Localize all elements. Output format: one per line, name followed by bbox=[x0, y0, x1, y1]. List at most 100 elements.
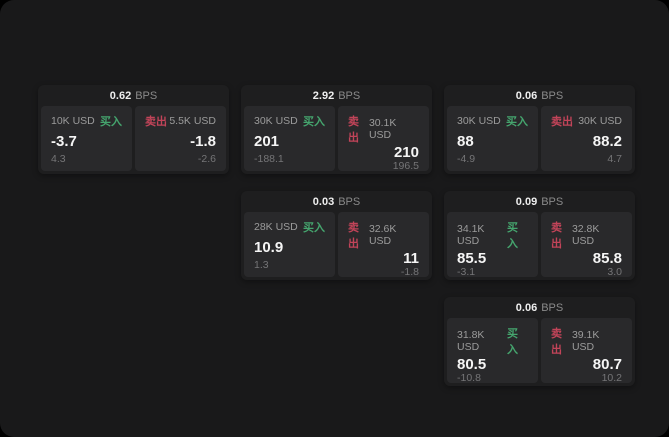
sell-side-label: 卖出 bbox=[551, 116, 573, 128]
buy-side-label: 买入 bbox=[506, 116, 528, 128]
buy-tile[interactable]: 28K USD 买入 10.9 1.3 bbox=[244, 212, 335, 277]
buy-amount: 10K USD bbox=[51, 115, 95, 127]
bps-unit-label: BPS bbox=[541, 301, 564, 314]
buy-price: 85.5 bbox=[457, 250, 487, 267]
bps-value: 0.03 bbox=[312, 195, 335, 208]
sell-delta: 3.0 bbox=[607, 266, 622, 278]
buy-amount: 34.1K USD bbox=[457, 223, 485, 247]
sell-price: 11 bbox=[403, 250, 419, 267]
bps-unit-label: BPS bbox=[338, 195, 361, 208]
buy-tile-top: 30K USD 买入 bbox=[457, 113, 528, 129]
buy-price: 88 bbox=[457, 132, 474, 150]
sell-delta: 196.5 bbox=[392, 160, 419, 172]
sell-amount: 32.6K USD bbox=[368, 223, 397, 247]
sell-amount: 39.1K USD bbox=[571, 329, 600, 353]
bps-value: 0.09 bbox=[515, 195, 538, 208]
buy-amount: 31.8K USD bbox=[457, 329, 485, 353]
buy-side-label: 买入 bbox=[100, 116, 122, 128]
card-header: 0.06 BPS bbox=[447, 85, 632, 106]
buy-delta: -188.1 bbox=[254, 153, 284, 165]
sell-tile-top: 卖出 32.6K USD bbox=[348, 219, 419, 251]
bps-value: 2.92 bbox=[312, 89, 335, 102]
sell-delta: -2.6 bbox=[197, 153, 216, 165]
quote-card: 0.06 BPS 30K USD 买入 88 -4.9 卖出 30K USD bbox=[444, 85, 635, 174]
quote-cards-grid: 0.62 BPS 10K USD 买入 -3.7 4.3 卖出 5.5K USD bbox=[38, 85, 635, 386]
buy-tile-top: 34.1K USD 买入 bbox=[457, 219, 528, 251]
card-header: 2.92 BPS bbox=[244, 85, 429, 106]
bps-value: 0.62 bbox=[109, 89, 132, 102]
buy-side-label: 买入 bbox=[303, 222, 325, 234]
buy-delta: -10.8 bbox=[457, 372, 481, 384]
buy-amount: 28K USD bbox=[254, 221, 298, 233]
sell-delta: 4.7 bbox=[607, 153, 622, 165]
buy-tile-top: 30K USD 买入 bbox=[254, 113, 325, 129]
sell-price: 85.8 bbox=[592, 250, 622, 267]
bps-unit-label: BPS bbox=[338, 89, 361, 102]
buy-delta: -4.9 bbox=[457, 153, 476, 165]
sell-price: 80.7 bbox=[592, 356, 622, 373]
quote-card: 2.92 BPS 30K USD 买入 201 -188.1 卖出 30.1K … bbox=[241, 85, 432, 174]
sell-amount: 32.8K USD bbox=[571, 223, 600, 247]
sell-price: 210 bbox=[393, 144, 419, 161]
sell-tile[interactable]: 卖出 32.6K USD 11 -1.8 bbox=[338, 212, 429, 278]
sell-amount: 30.1K USD bbox=[368, 117, 397, 141]
sell-price: -1.8 bbox=[190, 132, 216, 150]
sell-side-label: 卖出 bbox=[551, 328, 562, 356]
sell-side-label: 卖出 bbox=[348, 222, 359, 250]
sell-delta: 10.2 bbox=[601, 372, 622, 384]
buy-price: 201 bbox=[254, 132, 280, 150]
buy-delta: -3.1 bbox=[457, 266, 476, 278]
buy-amount: 30K USD bbox=[457, 115, 501, 127]
card-header: 0.03 BPS bbox=[244, 191, 429, 212]
quote-card: 0.62 BPS 10K USD 买入 -3.7 4.3 卖出 5.5K USD bbox=[38, 85, 229, 174]
buy-tile[interactable]: 31.8K USD 买入 80.5 -10.8 bbox=[447, 318, 538, 384]
buy-side-label: 买入 bbox=[303, 116, 325, 128]
quote-card: 0.09 BPS 34.1K USD 买入 85.5 -3.1 卖出 32.8K… bbox=[444, 191, 635, 280]
card-body: 34.1K USD 买入 85.5 -3.1 卖出 32.8K USD 85.8… bbox=[447, 212, 632, 278]
bps-unit-label: BPS bbox=[135, 89, 158, 102]
buy-tile[interactable]: 30K USD 买入 201 -188.1 bbox=[244, 106, 335, 171]
buy-price: -3.7 bbox=[51, 132, 77, 150]
sell-delta: -1.8 bbox=[400, 266, 419, 278]
sell-tile[interactable]: 卖出 32.8K USD 85.8 3.0 bbox=[541, 212, 632, 278]
quote-card: 0.03 BPS 28K USD 买入 10.9 1.3 卖出 32.6K US… bbox=[241, 191, 432, 280]
bps-unit-label: BPS bbox=[541, 89, 564, 102]
buy-tile[interactable]: 30K USD 买入 88 -4.9 bbox=[447, 106, 538, 171]
sell-tile-top: 卖出 30.1K USD bbox=[348, 113, 419, 145]
card-body: 10K USD 买入 -3.7 4.3 卖出 5.5K USD -1.8 -2.… bbox=[41, 106, 226, 171]
sell-tile-top: 卖出 30K USD bbox=[551, 113, 622, 129]
buy-tile[interactable]: 34.1K USD 买入 85.5 -3.1 bbox=[447, 212, 538, 278]
sell-tile[interactable]: 卖出 30.1K USD 210 196.5 bbox=[338, 106, 429, 172]
card-header: 0.09 BPS bbox=[447, 191, 632, 212]
buy-price: 10.9 bbox=[254, 238, 284, 256]
buy-tile[interactable]: 10K USD 买入 -3.7 4.3 bbox=[41, 106, 132, 171]
buy-side-label: 买入 bbox=[507, 328, 519, 356]
buy-tile-top: 31.8K USD 买入 bbox=[457, 325, 528, 357]
buy-price: 80.5 bbox=[457, 356, 487, 373]
buy-amount: 30K USD bbox=[254, 115, 298, 127]
sell-amount: 30K USD bbox=[578, 115, 622, 127]
buy-delta: 1.3 bbox=[254, 259, 269, 271]
card-header: 0.06 BPS bbox=[447, 297, 632, 318]
sell-tile-top: 卖出 39.1K USD bbox=[551, 325, 622, 357]
bps-value: 0.06 bbox=[515, 301, 538, 314]
card-body: 30K USD 买入 201 -188.1 卖出 30.1K USD 210 1… bbox=[244, 106, 429, 172]
card-header: 0.62 BPS bbox=[41, 85, 226, 106]
sell-side-label: 卖出 bbox=[348, 116, 359, 144]
buy-tile-top: 28K USD 买入 bbox=[254, 219, 325, 235]
buy-delta: 4.3 bbox=[51, 153, 66, 165]
quote-card: 0.06 BPS 31.8K USD 买入 80.5 -10.8 卖出 39.1… bbox=[444, 297, 635, 386]
sell-tile-top: 卖出 5.5K USD bbox=[145, 113, 216, 129]
sell-tile[interactable]: 卖出 39.1K USD 80.7 10.2 bbox=[541, 318, 632, 384]
card-body: 30K USD 买入 88 -4.9 卖出 30K USD 88.2 4.7 bbox=[447, 106, 632, 171]
sell-tile-top: 卖出 32.8K USD bbox=[551, 219, 622, 251]
sell-side-label: 卖出 bbox=[145, 116, 167, 128]
card-body: 31.8K USD 买入 80.5 -10.8 卖出 39.1K USD 80.… bbox=[447, 318, 632, 384]
sell-tile[interactable]: 卖出 30K USD 88.2 4.7 bbox=[541, 106, 632, 171]
sell-price: 88.2 bbox=[592, 132, 622, 150]
card-body: 28K USD 买入 10.9 1.3 卖出 32.6K USD 11 -1.8 bbox=[244, 212, 429, 278]
sell-tile[interactable]: 卖出 5.5K USD -1.8 -2.6 bbox=[135, 106, 226, 171]
buy-side-label: 买入 bbox=[507, 222, 519, 250]
buy-tile-top: 10K USD 买入 bbox=[51, 113, 122, 129]
